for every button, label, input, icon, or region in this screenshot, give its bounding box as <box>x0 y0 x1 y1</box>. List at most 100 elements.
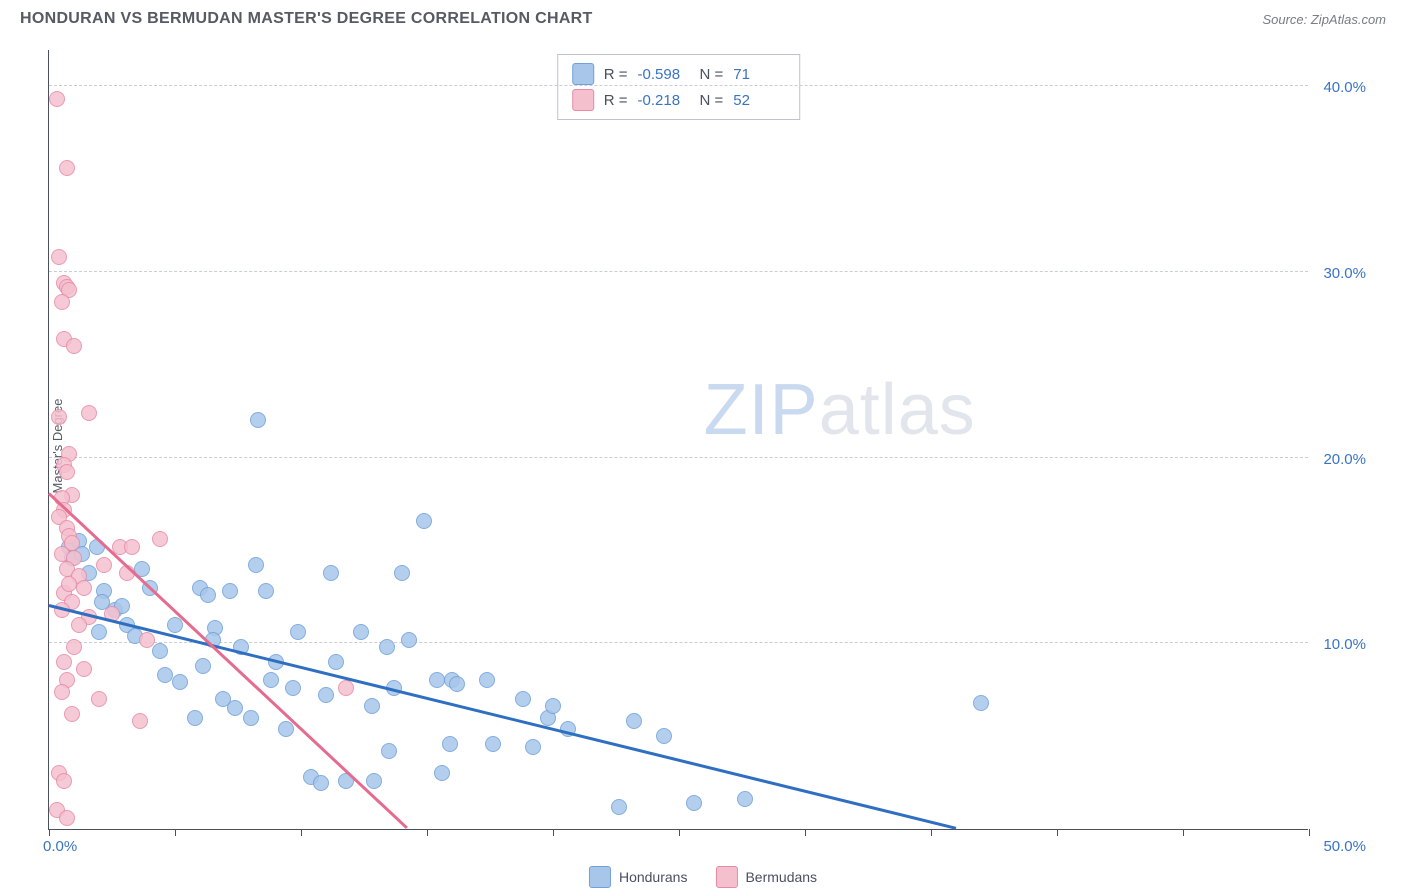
scatter-point <box>394 565 410 581</box>
scatter-point <box>416 513 432 529</box>
watermark: ZIPatlas <box>704 369 976 451</box>
scatter-point <box>96 557 112 573</box>
stats-n-value: 52 <box>733 92 785 109</box>
scatter-point <box>54 294 70 310</box>
scatter-point <box>222 583 238 599</box>
scatter-point <box>449 676 465 692</box>
x-tick <box>49 829 50 836</box>
stats-row: R = -0.598 N = 71 <box>572 61 786 87</box>
x-tick <box>805 829 806 836</box>
scatter-point <box>263 672 279 688</box>
y-tick-label: 30.0% <box>1323 265 1366 282</box>
bottom-legend: Hondurans Bermudans <box>589 866 817 888</box>
scatter-point <box>51 249 67 265</box>
scatter-point <box>290 624 306 640</box>
scatter-point <box>157 667 173 683</box>
stats-r-value: -0.218 <box>638 92 690 109</box>
scatter-point <box>656 728 672 744</box>
scatter-point <box>250 412 266 428</box>
y-tick-label: 10.0% <box>1323 636 1366 653</box>
scatter-point <box>195 658 211 674</box>
scatter-point <box>429 672 445 688</box>
scatter-point <box>200 587 216 603</box>
scatter-point <box>54 684 70 700</box>
scatter-point <box>66 639 82 655</box>
scatter-point <box>611 799 627 815</box>
scatter-point <box>91 691 107 707</box>
x-tick <box>175 829 176 836</box>
scatter-point <box>139 632 155 648</box>
scatter-point <box>525 739 541 755</box>
scatter-point <box>56 654 72 670</box>
scatter-point <box>248 557 264 573</box>
scatter-point <box>338 680 354 696</box>
scatter-point <box>515 691 531 707</box>
gridline <box>49 457 1308 458</box>
scatter-point <box>973 695 989 711</box>
scatter-point <box>278 721 294 737</box>
watermark-zip: ZIP <box>704 370 819 450</box>
stats-n-label: N = <box>700 66 724 83</box>
stats-legend-box: R = -0.598 N = 71 R = -0.218 N = 52 <box>557 54 801 120</box>
scatter-point <box>442 736 458 752</box>
stats-r-value: -0.598 <box>638 66 690 83</box>
scatter-point <box>243 710 259 726</box>
scatter-point <box>318 687 334 703</box>
scatter-point <box>187 710 203 726</box>
scatter-point <box>172 674 188 690</box>
x-tick <box>679 829 680 836</box>
scatter-point <box>152 643 168 659</box>
scatter-point <box>59 810 75 826</box>
legend-label: Bermudans <box>745 869 817 885</box>
gridline <box>49 85 1308 86</box>
scatter-point <box>479 672 495 688</box>
x-tick-label: 50.0% <box>1323 838 1366 855</box>
scatter-point <box>258 583 274 599</box>
regression-line <box>49 604 957 829</box>
scatter-point <box>49 91 65 107</box>
scatter-point <box>61 576 77 592</box>
scatter-point <box>379 639 395 655</box>
x-tick <box>301 829 302 836</box>
x-tick-label: 0.0% <box>43 838 77 855</box>
scatter-point <box>66 338 82 354</box>
scatter-point <box>152 531 168 547</box>
watermark-atlas: atlas <box>819 370 976 450</box>
scatter-point <box>323 565 339 581</box>
scatter-point <box>76 580 92 596</box>
x-tick <box>931 829 932 836</box>
scatter-point <box>364 698 380 714</box>
chart-plot-area: ZIPatlas R = -0.598 N = 71 R = -0.218 N … <box>48 50 1308 830</box>
scatter-point <box>71 617 87 633</box>
scatter-point <box>51 409 67 425</box>
legend-swatch-icon <box>589 866 611 888</box>
scatter-point <box>132 713 148 729</box>
legend-swatch-icon <box>715 866 737 888</box>
stats-swatch-icon <box>572 63 594 85</box>
scatter-point <box>545 698 561 714</box>
scatter-point <box>64 706 80 722</box>
scatter-point <box>485 736 501 752</box>
scatter-point <box>626 713 642 729</box>
stats-r-label: R = <box>604 66 628 83</box>
y-tick-label: 20.0% <box>1323 451 1366 468</box>
scatter-point <box>59 464 75 480</box>
scatter-point <box>381 743 397 759</box>
scatter-point <box>366 773 382 789</box>
scatter-point <box>313 775 329 791</box>
scatter-point <box>76 661 92 677</box>
x-tick <box>427 829 428 836</box>
scatter-point <box>737 791 753 807</box>
regression-line <box>48 493 408 829</box>
stats-row: R = -0.218 N = 52 <box>572 87 786 113</box>
y-tick-label: 40.0% <box>1323 79 1366 96</box>
scatter-point <box>167 617 183 633</box>
scatter-point <box>401 632 417 648</box>
stats-swatch-icon <box>572 89 594 111</box>
scatter-point <box>91 624 107 640</box>
stats-n-value: 71 <box>733 66 785 83</box>
scatter-point <box>328 654 344 670</box>
scatter-point <box>124 539 140 555</box>
scatter-point <box>59 160 75 176</box>
scatter-point <box>56 773 72 789</box>
